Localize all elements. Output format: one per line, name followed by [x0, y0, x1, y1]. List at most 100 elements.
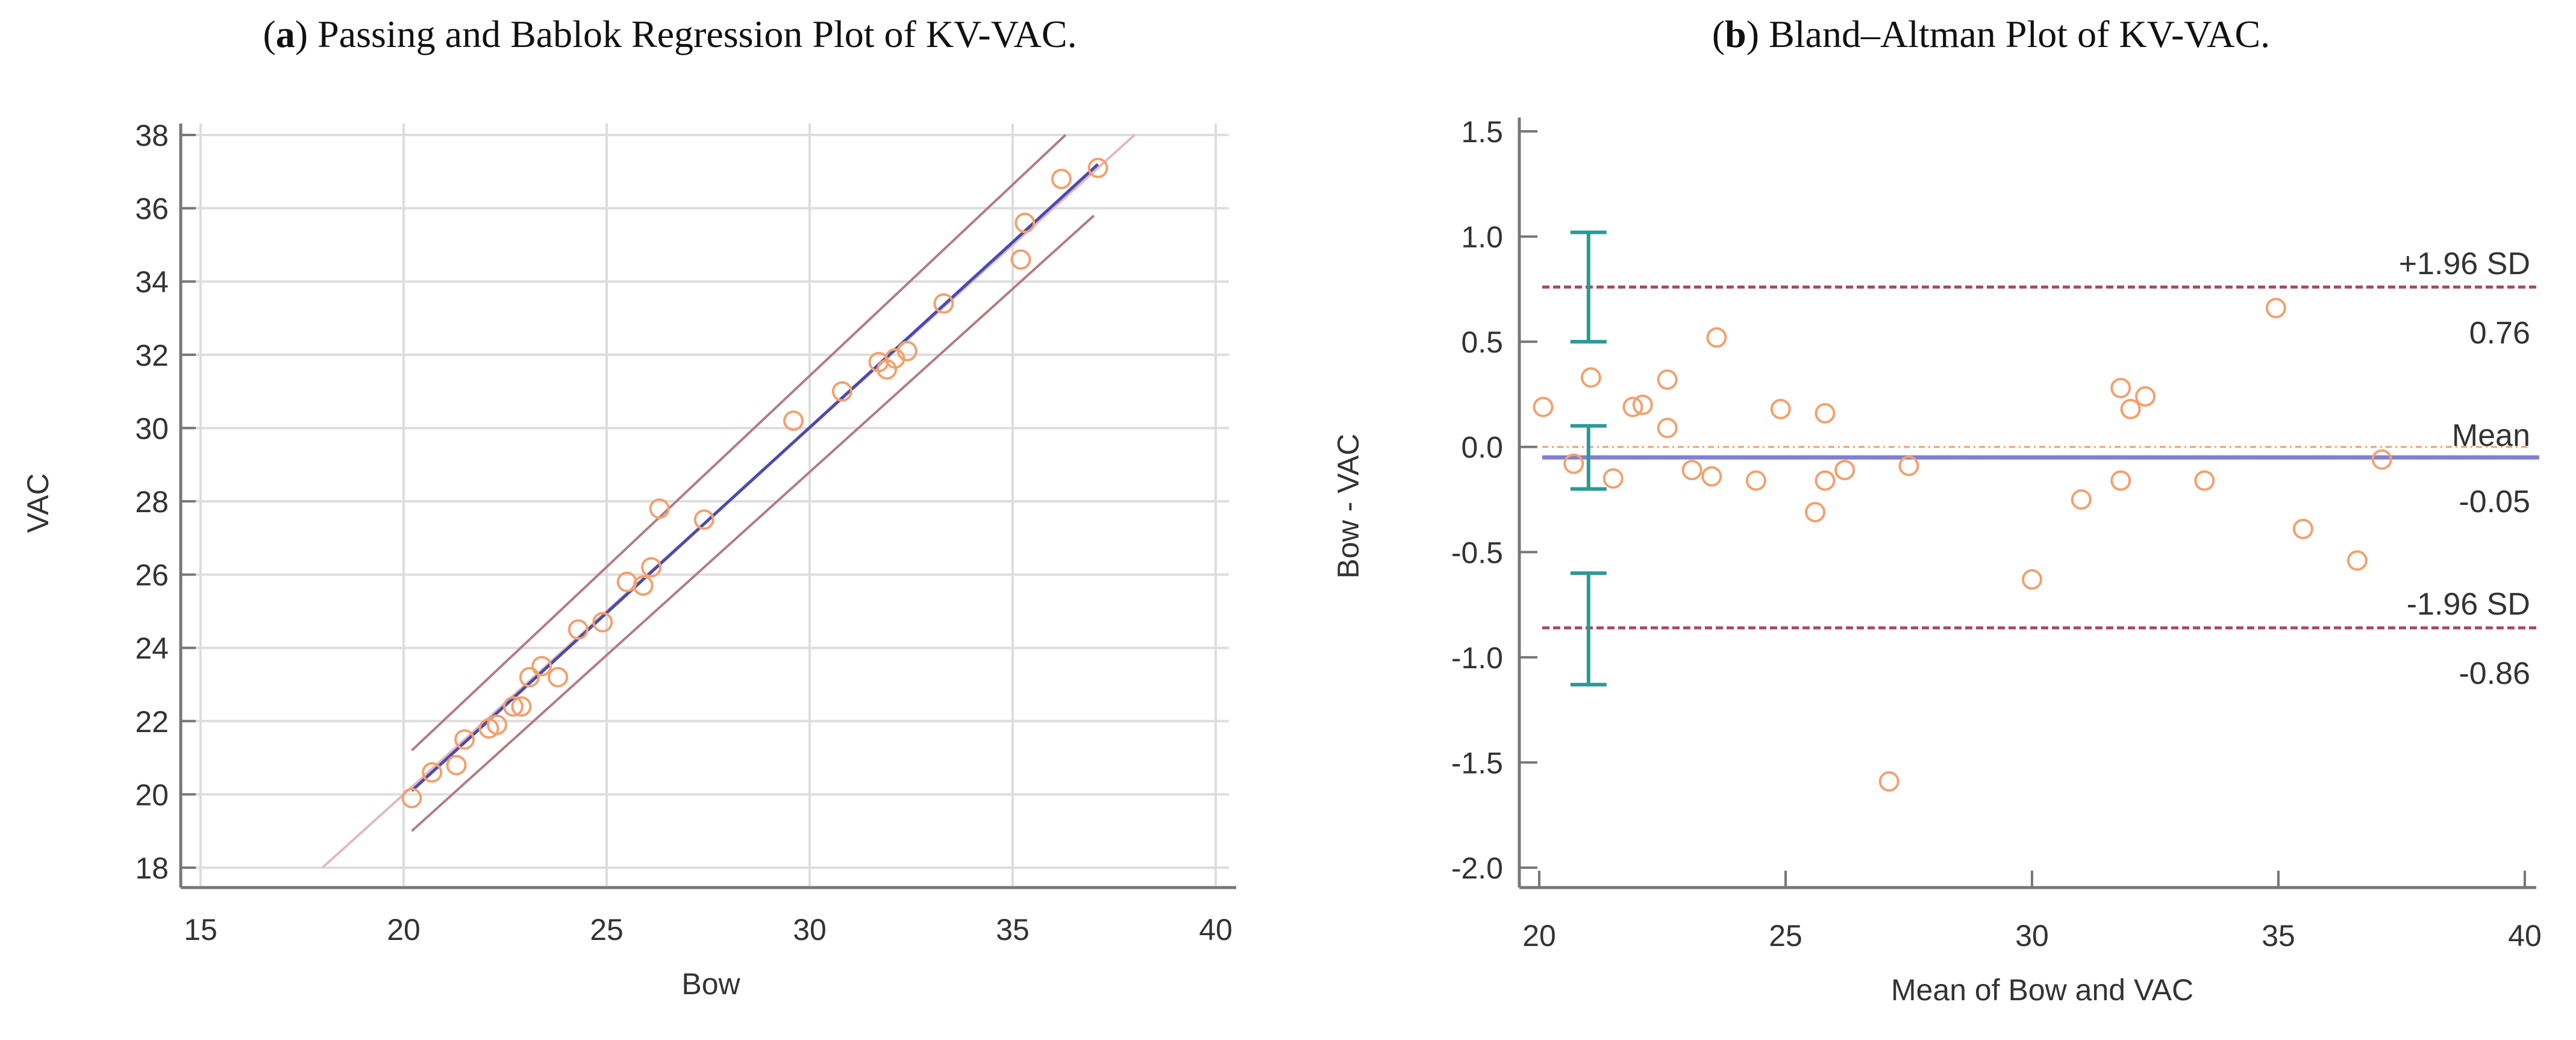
data-point	[2194, 470, 2215, 491]
y-tick-label: 24	[135, 631, 169, 665]
data-point	[2120, 398, 2141, 419]
data-point	[2265, 298, 2286, 319]
data-point	[502, 696, 524, 717]
panel-b-ylabel: Bow - VAC	[1331, 434, 1365, 579]
data-point	[1701, 466, 1722, 487]
data-point	[454, 729, 475, 750]
data-point	[1657, 418, 1678, 439]
data-point	[401, 788, 422, 809]
data-point	[519, 666, 540, 688]
data-point	[1087, 157, 1108, 178]
lower-loa-label: -1.96 SD	[2407, 587, 2530, 622]
data-point	[1533, 396, 1554, 418]
panel-b-xlabel: Mean of Bow and VAC	[1891, 973, 2193, 1007]
data-point	[896, 340, 918, 362]
data-point	[693, 509, 714, 530]
panel-b-title: (b) Bland–Altman Plot of KV-VAC.	[1712, 13, 2270, 55]
mean-label: Mean	[2452, 418, 2530, 453]
data-point	[487, 714, 508, 735]
data-point	[1051, 168, 1072, 189]
data-point	[633, 575, 654, 596]
confidence-error-bar	[1570, 424, 1607, 491]
data-point	[1898, 456, 1919, 477]
data-point	[2110, 470, 2131, 491]
data-point	[2292, 518, 2313, 539]
confidence-error-bar	[1570, 230, 1607, 344]
data-point	[1834, 460, 1855, 481]
data-point	[1602, 468, 1624, 489]
y-tick-label: 34	[135, 265, 169, 299]
data-point	[1815, 403, 1836, 424]
data-point	[1681, 460, 1702, 481]
data-point	[531, 656, 552, 677]
data-point	[933, 293, 954, 314]
data-point	[1580, 367, 1601, 388]
x-tick-label: 40	[1199, 913, 1233, 947]
data-point	[1010, 249, 1031, 270]
ci-lower-line	[411, 215, 1095, 832]
mean-value: -0.05	[2459, 484, 2530, 519]
lower-loa-value: -0.86	[2459, 656, 2530, 691]
data-point	[2110, 377, 2131, 398]
x-tick-label: 40	[2508, 919, 2542, 953]
data-point	[641, 557, 662, 578]
data-point	[567, 619, 589, 640]
data-point	[2071, 489, 2092, 510]
data-point	[511, 696, 532, 717]
data-point	[1815, 470, 1836, 491]
data-point	[2346, 550, 2368, 571]
y-tick-label: 18	[135, 851, 169, 885]
data-point	[1706, 327, 1727, 348]
y-tick-label: 20	[135, 778, 169, 812]
y-tick-label: -0.5	[1451, 536, 1503, 569]
data-point	[1878, 771, 1899, 792]
data-point	[1770, 398, 1791, 419]
y-tick-label: 0.0	[1461, 431, 1503, 465]
y-tick-label: 32	[135, 339, 169, 372]
data-point	[592, 612, 613, 633]
y-tick-label: 1.5	[1461, 115, 1503, 149]
y-tick-label: 22	[135, 705, 169, 739]
data-point	[446, 754, 467, 775]
data-point	[1632, 394, 1653, 415]
upper-loa-label: +1.96 SD	[2399, 246, 2530, 281]
x-tick-label: 30	[793, 913, 827, 947]
x-tick-label: 25	[1769, 919, 1802, 953]
x-tick-label: 15	[184, 913, 217, 947]
confidence-error-bar	[1570, 571, 1607, 687]
data-point	[1563, 453, 1584, 474]
upper-loa-value: 0.76	[2469, 316, 2530, 351]
ci-upper-line	[411, 134, 1066, 751]
data-point	[548, 666, 569, 688]
y-tick-label: -1.0	[1451, 641, 1503, 675]
y-tick-label: 26	[135, 559, 169, 592]
panel-a-ylabel: VAC	[21, 473, 55, 533]
data-point	[1745, 470, 1766, 491]
data-point	[2135, 386, 2156, 407]
panel-a-title: (a) Passing and Bablok Regression Plot o…	[263, 13, 1077, 55]
y-tick-label: -2.0	[1451, 851, 1503, 885]
x-tick-label: 35	[2262, 919, 2295, 953]
data-point	[2022, 569, 2042, 590]
y-tick-label: 38	[135, 119, 169, 152]
y-tick-label: -1.5	[1451, 746, 1503, 780]
data-point	[422, 762, 443, 783]
bland-altman-plot: 20 25 30 35 40 1.5 1.0 0.5 0.0 -0.5 -1.0 -1.5 -2.0	[1451, 115, 2542, 953]
data-point	[1805, 501, 1826, 522]
x-tick-label: 20	[1522, 919, 1556, 953]
y-tick-label: 28	[135, 485, 169, 519]
x-tick-label: 20	[387, 913, 420, 947]
data-point	[831, 381, 852, 402]
x-tick-label: 30	[2015, 919, 2049, 953]
data-point	[1622, 396, 1643, 418]
y-tick-label: 36	[135, 192, 169, 226]
panel-a-xlabel: Bow	[681, 967, 740, 1001]
y-tick-label: 0.5	[1461, 325, 1503, 359]
data-point	[783, 410, 804, 431]
data-point	[649, 498, 670, 519]
data-point	[1657, 369, 1678, 390]
y-tick-label: 30	[135, 412, 169, 445]
y-tick-label: 1.0	[1461, 221, 1503, 254]
data-point	[2371, 449, 2392, 470]
